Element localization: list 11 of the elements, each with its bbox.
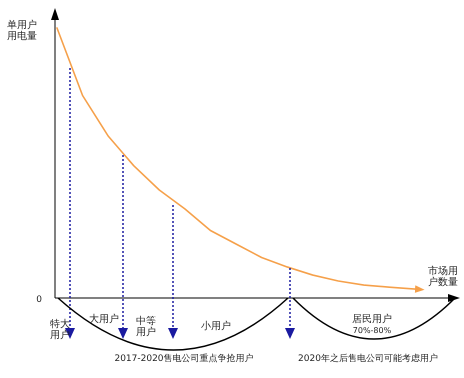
annotation: 70%-80%	[352, 326, 392, 335]
annotation: 小用户	[201, 321, 231, 332]
annotation: 特大用户	[50, 319, 70, 341]
annotation: 中等用户	[136, 316, 156, 338]
xlabel: 市场用户数量	[428, 266, 458, 288]
ylabel: 单用户用电量	[7, 20, 37, 42]
annotation: 0	[36, 295, 42, 305]
annotation: 大用户	[89, 314, 119, 325]
annotation: 2020年之后售电公司可能考虑用户	[298, 354, 438, 364]
annotation: 2017-2020售电公司重点争抢用户	[114, 354, 254, 364]
annotation: 居民用户	[352, 314, 392, 325]
